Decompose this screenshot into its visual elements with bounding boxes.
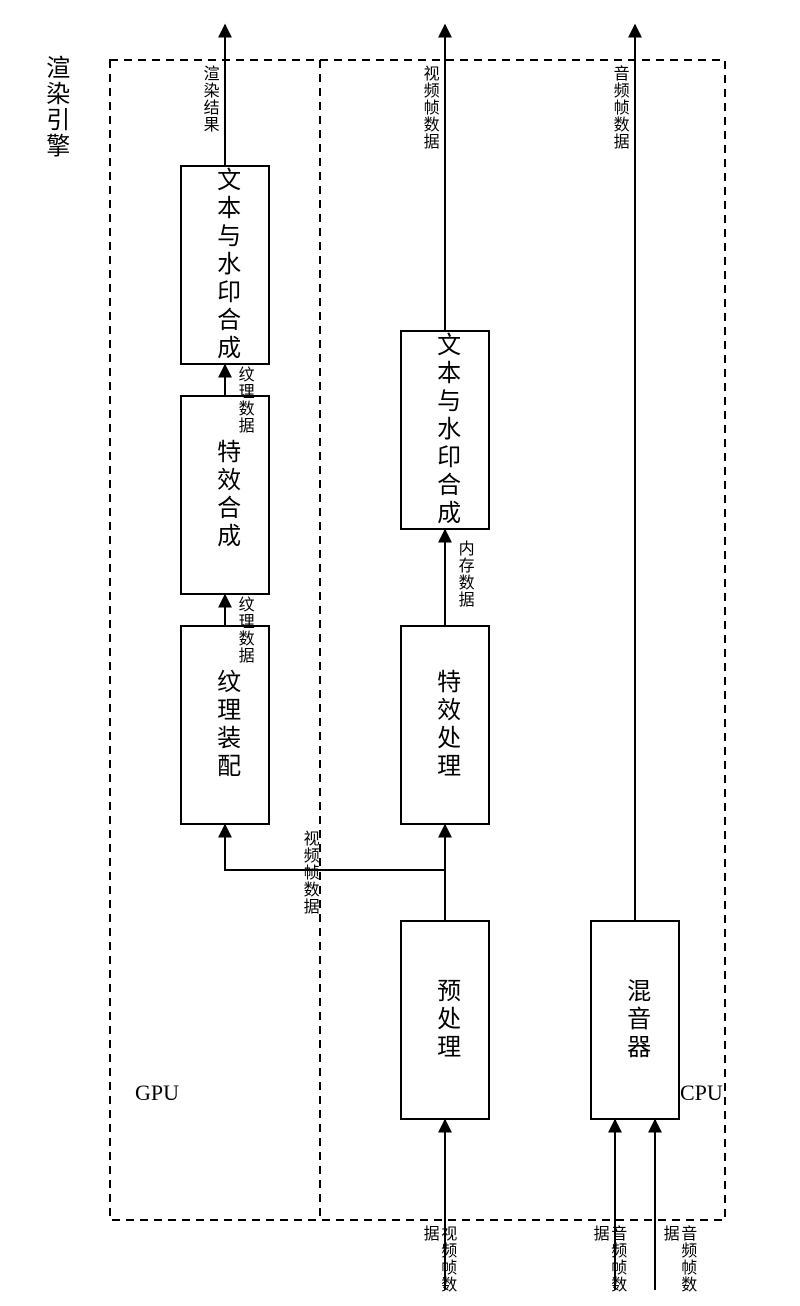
label-texture-data-1: 纹理数据 (235, 596, 253, 664)
arrow-branch-to-gpu (225, 825, 445, 870)
label-video-frame-mid: 视频帧数据 (300, 830, 318, 915)
node-texture-assembly-label: 纹理装配 (209, 669, 240, 781)
node-text-watermark-gpu: 文本与水印合成 (180, 165, 270, 365)
label-video-frame-in: 视频帧数据 (420, 1225, 455, 1306)
node-text-watermark-cpu: 文本与水印合成 (400, 330, 490, 530)
node-effect-compose: 特效合成 (180, 395, 270, 595)
gpu-label: GPU (135, 1080, 179, 1106)
label-texture-data-2: 纹理数据 (235, 366, 253, 434)
node-effect-process: 特效处理 (400, 625, 490, 825)
node-mixer: 混音器 (590, 920, 680, 1120)
node-mixer-label: 混音器 (619, 978, 650, 1062)
node-effect-process-label: 特效处理 (429, 669, 460, 781)
node-preprocess-label: 预处理 (429, 978, 460, 1062)
diagram-title: 渲染引擎 (40, 55, 69, 159)
label-render-result: 渲染结果 (200, 65, 218, 133)
node-text-watermark-gpu-label: 文本与水印合成 (209, 167, 240, 363)
label-audio-frame-out: 音频帧数据 (610, 65, 628, 150)
node-preprocess: 预处理 (400, 920, 490, 1120)
node-effect-compose-label: 特效合成 (209, 439, 240, 551)
label-memory-data: 内存数据 (455, 540, 473, 608)
label-audio-frame-in-1: 音频帧数据 (590, 1225, 625, 1306)
label-video-frame-out: 视频帧数据 (420, 65, 438, 150)
label-audio-frame-in-2: 音频帧数据 (660, 1225, 695, 1306)
cpu-label: CPU (680, 1080, 723, 1106)
diagram-canvas: 渲染引擎 GPU CPU (0, 0, 800, 1306)
node-text-watermark-cpu-label: 文本与水印合成 (429, 332, 460, 528)
node-texture-assembly: 纹理装配 (180, 625, 270, 825)
